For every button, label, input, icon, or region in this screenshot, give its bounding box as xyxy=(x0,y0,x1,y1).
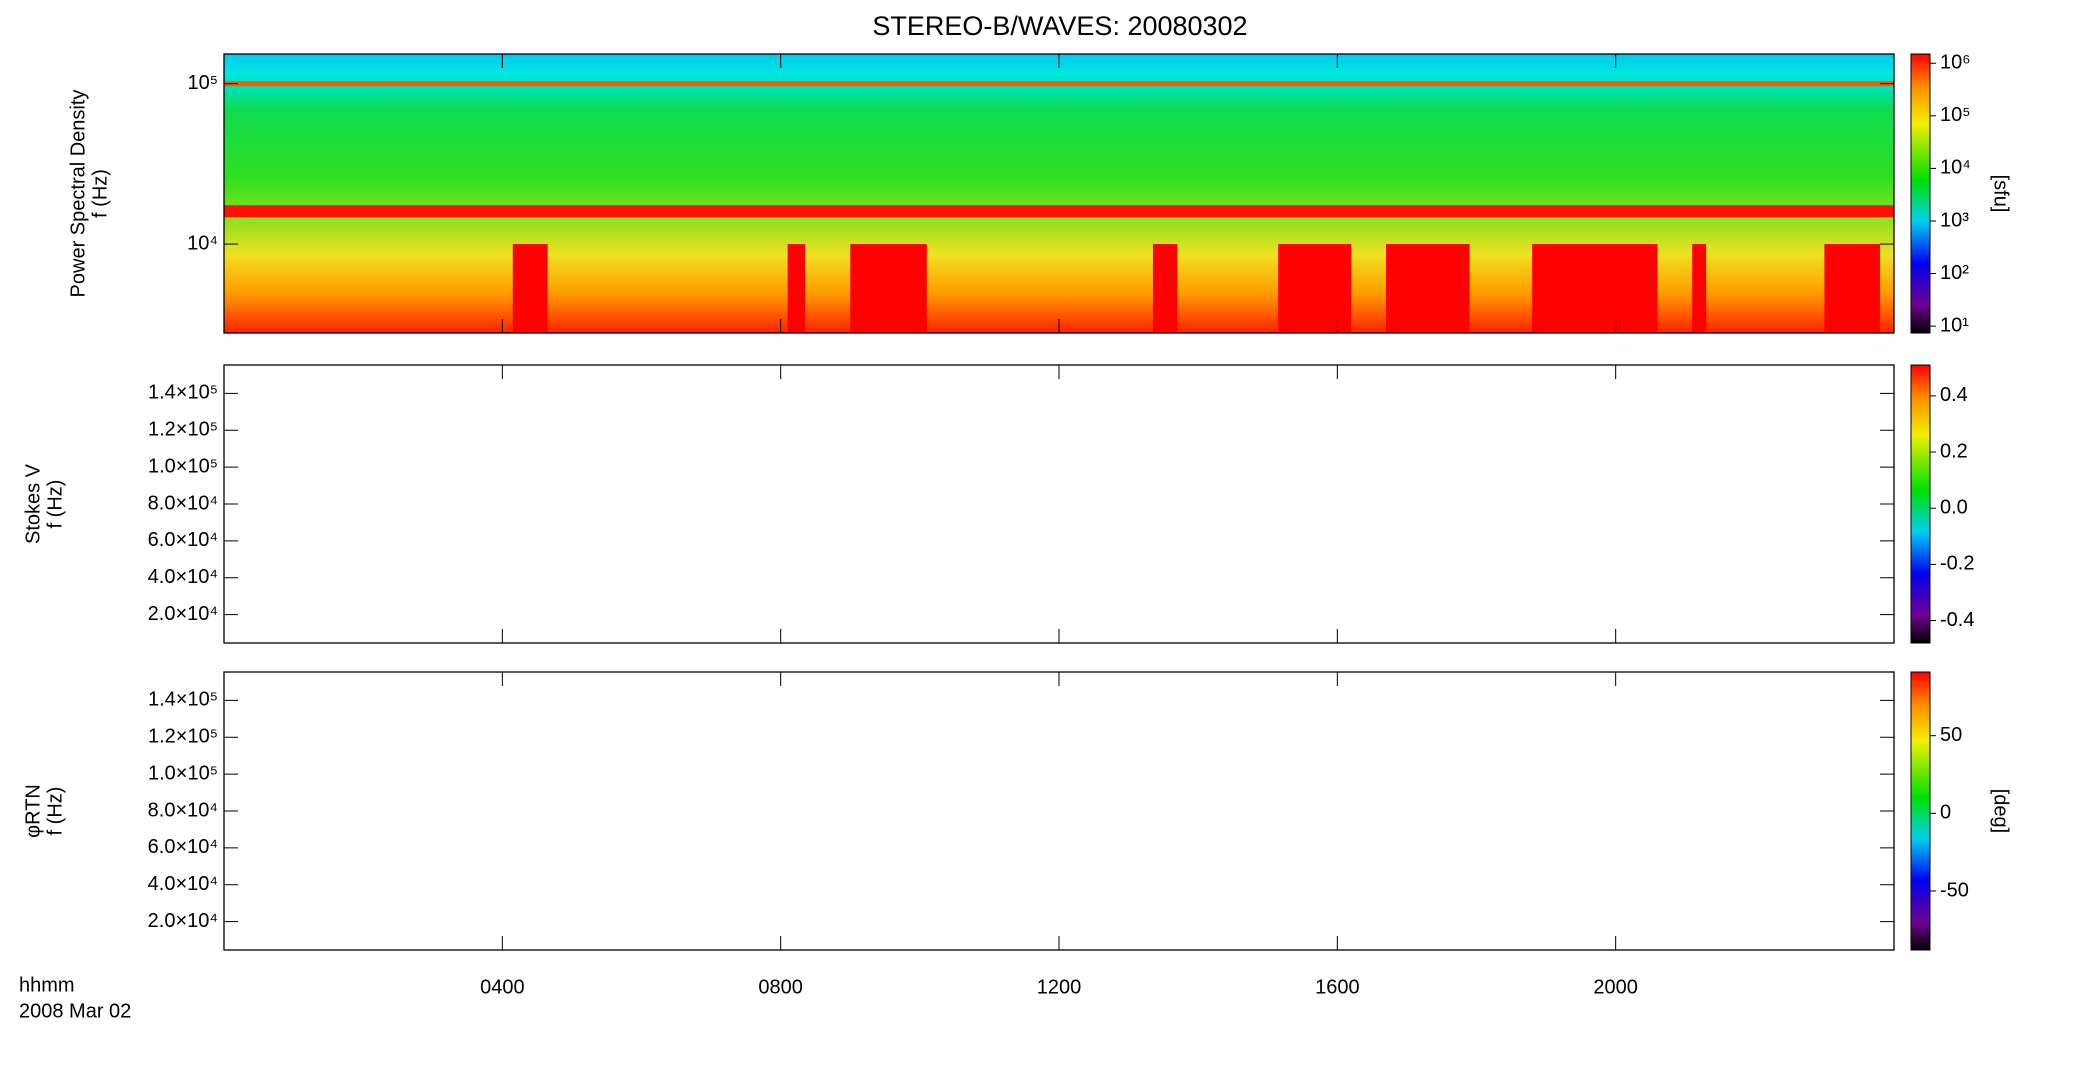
x-label: 2008 Mar 02 xyxy=(19,1000,131,1022)
burst xyxy=(850,244,927,333)
colorbar-tick-label: 0.0 xyxy=(1940,496,1968,518)
colorbar-tick-label: 10² xyxy=(1940,262,1969,284)
colorbar-tick-label: 0.4 xyxy=(1940,384,1968,406)
colorbar-tick-label: 10¹ xyxy=(1940,314,1969,336)
colorbar-tick-label: 0.2 xyxy=(1940,440,1968,462)
y-tick-label: 1.2×10⁵ xyxy=(148,419,218,441)
x-label: hhmm xyxy=(19,974,75,996)
y-axis-label: f (Hz) xyxy=(44,480,66,529)
y-tick-label: 4.0×10⁴ xyxy=(148,566,218,588)
colorbar-tick-label: 10⁴ xyxy=(1940,157,1971,179)
y-axis-label: Stokes V xyxy=(22,463,44,544)
y-axis-label: f (Hz) xyxy=(44,787,66,836)
y-tick-label: 2.0×10⁴ xyxy=(148,910,218,932)
colorbar-tick-label: -0.4 xyxy=(1940,609,1974,631)
y-tick-label: 2.0×10⁴ xyxy=(148,603,218,625)
x-tick-label: 0400 xyxy=(480,976,525,998)
title: STEREO-B/WAVES: 20080302 xyxy=(872,11,1247,41)
colorbar-tick-label: 10³ xyxy=(1940,209,1969,231)
burst xyxy=(787,244,806,333)
y-tick-label: 8.0×10⁴ xyxy=(148,799,218,821)
burst xyxy=(1278,244,1352,333)
burst xyxy=(512,244,548,333)
y-tick-label: 1.0×10⁵ xyxy=(148,455,218,477)
y-tick-label: 10⁵ xyxy=(187,72,218,94)
y-tick-label: 6.0×10⁴ xyxy=(148,836,218,858)
colorbar-tick-label: -50 xyxy=(1940,879,1969,901)
y-tick-label: 6.0×10⁴ xyxy=(148,529,218,551)
y-axis-label: f (Hz) xyxy=(89,169,111,218)
colorbar-tick-label: 0 xyxy=(1940,802,1951,824)
burst xyxy=(1152,244,1178,333)
y-tick-label: 1.4×10⁵ xyxy=(148,382,218,404)
panel-frame xyxy=(223,364,1895,644)
y-axis-label: Power Spectral Density xyxy=(67,90,89,298)
x-tick-label: 0800 xyxy=(758,976,803,998)
burst xyxy=(1532,244,1658,333)
panel-frame xyxy=(223,671,1895,951)
colorbar-tick-label: 10⁵ xyxy=(1940,104,1971,126)
colorbar xyxy=(1910,671,1931,951)
y-axis-label: φRTN xyxy=(22,784,44,838)
colorbar-label: [sfu] xyxy=(1990,175,2012,213)
colorbar-tick-label: 50 xyxy=(1940,724,1962,746)
y-tick-label: 8.0×10⁴ xyxy=(148,492,218,514)
colorbar-tick-label: -0.2 xyxy=(1940,553,1974,575)
y-tick-label: 1.4×10⁵ xyxy=(148,689,218,711)
burst xyxy=(1824,244,1881,333)
burst xyxy=(1692,244,1707,333)
y-tick-label: 1.2×10⁵ xyxy=(148,726,218,748)
x-tick-label: 1200 xyxy=(1037,976,1082,998)
x-tick-label: 2000 xyxy=(1593,976,1638,998)
y-tick-label: 1.0×10⁵ xyxy=(148,762,218,784)
colorbar xyxy=(1910,364,1931,644)
y-tick-label: 10⁴ xyxy=(187,232,218,254)
y-tick-label: 4.0×10⁴ xyxy=(148,873,218,895)
burst xyxy=(1386,244,1470,333)
x-tick-label: 1600 xyxy=(1315,976,1360,998)
colorbar-label: [deg] xyxy=(1990,789,2012,833)
colorbar-tick-label: 10⁶ xyxy=(1940,52,1970,74)
colorbar xyxy=(1910,53,1931,334)
